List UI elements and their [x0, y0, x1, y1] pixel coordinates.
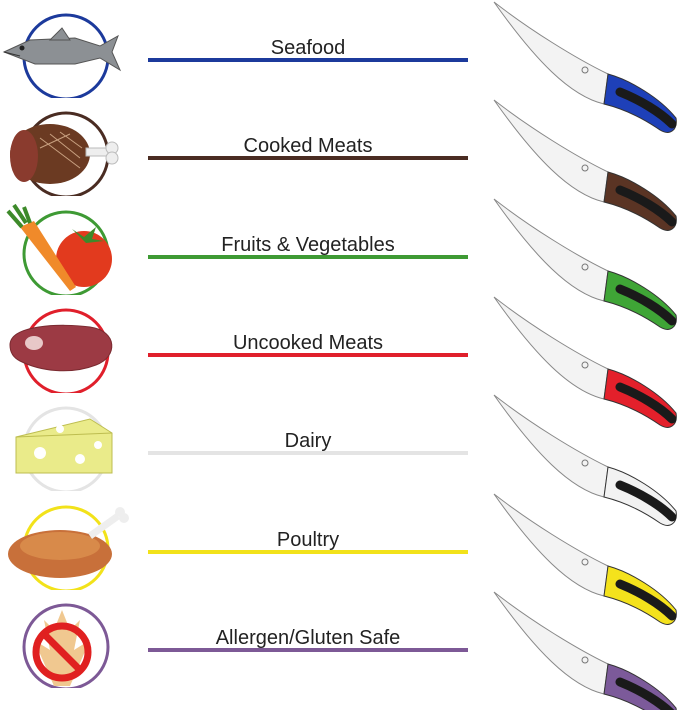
chef-knife-image	[493, 296, 677, 428]
color-line	[148, 451, 468, 456]
category-label: Fruits & Vegetables	[221, 233, 395, 256]
color-line	[148, 352, 468, 357]
category-row: Seafood	[0, 0, 679, 133]
category-label: Seafood	[270, 37, 346, 59]
color-line	[148, 254, 468, 259]
chef-knife-image	[493, 493, 677, 625]
chef-knife-image	[493, 591, 677, 710]
category-label: Dairy	[284, 430, 332, 453]
chef-knife-image	[493, 99, 677, 232]
no-wheat-icon	[22, 603, 110, 688]
chef-knife-image	[493, 198, 677, 330]
chef-knife-image	[493, 1, 677, 133]
raw-steak-icon	[9, 308, 113, 393]
category-row: Uncooked Meats	[0, 295, 679, 428]
color-line	[148, 549, 468, 554]
cheese-icon	[15, 406, 113, 492]
category-label: Uncooked Meats	[232, 331, 384, 354]
cooked-ham-icon	[10, 111, 119, 197]
category-row: Dairy	[0, 393, 679, 527]
chef-knife-image	[493, 394, 677, 527]
category-row: Cooked Meats	[0, 98, 679, 232]
color-line	[148, 156, 468, 161]
category-row: Fruits & Vegetables	[0, 197, 679, 330]
category-row: Allergen/Gluten Safe	[0, 590, 679, 710]
color-line	[148, 58, 468, 62]
color-line	[148, 647, 468, 652]
category-label: Cooked Meats	[243, 135, 373, 158]
category-row: Poultry	[0, 492, 679, 625]
category-label: Allergen/Gluten Safe	[215, 626, 401, 649]
carrot-tomato-icon	[6, 203, 112, 295]
fish-icon	[2, 13, 122, 98]
roast-chicken-icon	[8, 505, 129, 590]
category-label: Poultry	[276, 528, 340, 551]
